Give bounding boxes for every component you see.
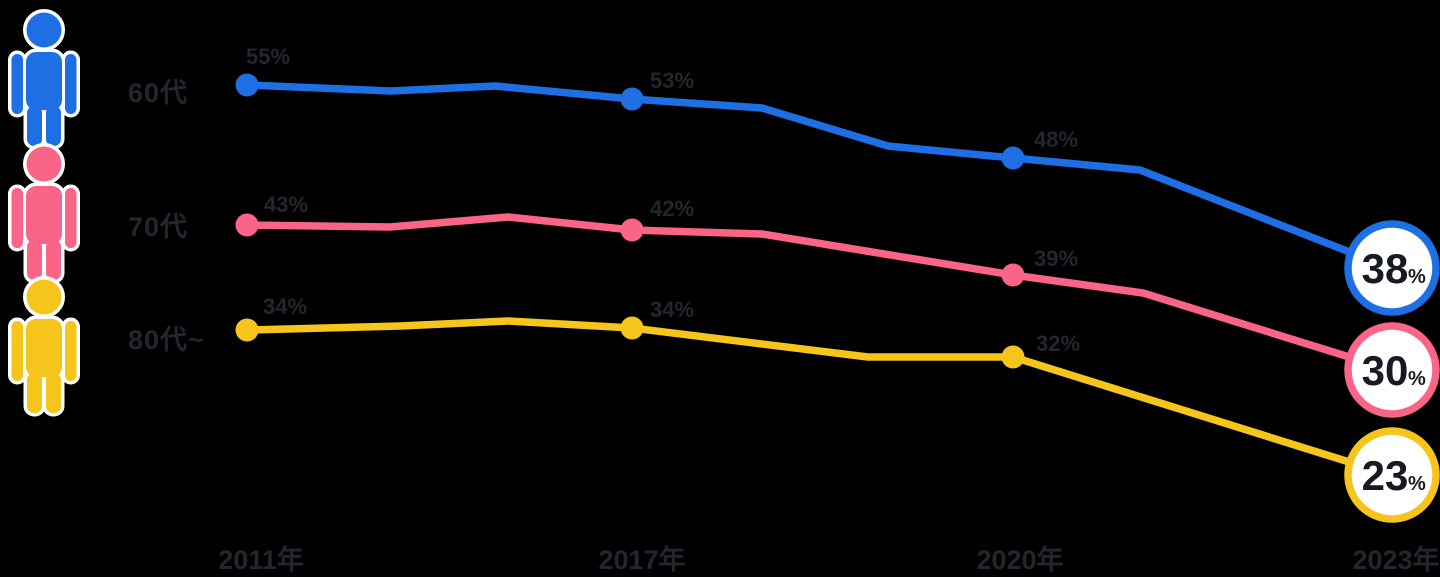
- value-label: 34%: [263, 294, 307, 319]
- value-label: 53%: [650, 68, 694, 93]
- x-axis-label-2017: 2017年: [598, 545, 686, 575]
- x-axis-label-2023: 2023年: [1352, 545, 1440, 575]
- trend-line-0: [243, 81, 1351, 255]
- trend-line-2: [243, 317, 1350, 465]
- person-80s-icon: [6, 276, 82, 417]
- person-70s-icon: [6, 143, 82, 284]
- value-label: 43%: [264, 192, 308, 217]
- x-axis-label-2011: 2011年: [218, 545, 304, 575]
- person-60s-icon: [6, 9, 82, 150]
- legend-label-60s: 60代: [128, 78, 189, 108]
- final-value-badge: [1344, 322, 1440, 418]
- data-point-marker: [235, 318, 259, 342]
- final-value-number: 38: [1362, 245, 1409, 292]
- value-label: 55%: [246, 44, 290, 69]
- person-icon: [8, 276, 80, 417]
- final-value-percent: %: [1408, 266, 1426, 288]
- value-label: 48%: [1034, 127, 1078, 152]
- data-point-marker: [1001, 263, 1025, 287]
- person-icon: [8, 143, 80, 284]
- legend-label-80s: 80代~: [128, 325, 205, 355]
- data-point-marker: [235, 213, 259, 237]
- data-point-marker: [620, 218, 644, 242]
- x-axis-label-2020: 2020年: [976, 545, 1064, 575]
- value-label: 42%: [650, 196, 694, 221]
- value-label: 34%: [650, 297, 694, 322]
- final-value-percent: %: [1408, 368, 1426, 390]
- final-value-percent: %: [1408, 473, 1426, 495]
- value-label: 39%: [1034, 246, 1078, 271]
- final-value-number: 23: [1362, 452, 1409, 499]
- data-point-marker: [620, 87, 644, 111]
- final-value-number: 30: [1362, 347, 1409, 394]
- trend-line-1: [243, 213, 1350, 360]
- value-label: 32%: [1036, 331, 1080, 356]
- final-value-badge: [1344, 427, 1440, 523]
- data-point-marker: [620, 316, 644, 340]
- person-icon: [8, 9, 80, 150]
- data-point-marker: [1001, 146, 1025, 170]
- final-value-badge: [1344, 220, 1440, 316]
- data-point-marker: [1001, 345, 1025, 369]
- legend-label-70s: 70代: [128, 212, 189, 242]
- data-point-marker: [235, 73, 259, 97]
